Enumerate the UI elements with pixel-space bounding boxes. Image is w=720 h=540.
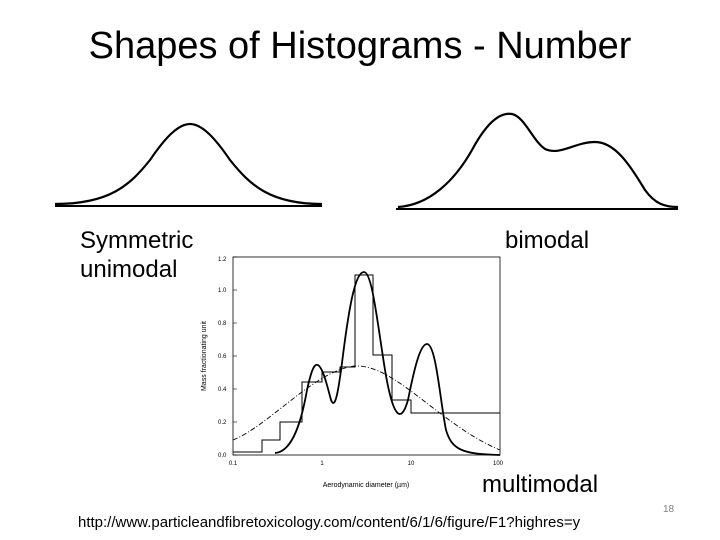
- slide-title: Shapes of Histograms - Number: [88, 25, 632, 67]
- x-axis-ticks: 0.1 1 10 100: [229, 461, 504, 467]
- y-tick-2: 0.4: [218, 387, 227, 393]
- x-tick-1: 1: [320, 461, 324, 467]
- plot-frame: [232, 256, 501, 456]
- histogram-steps: [233, 274, 500, 453]
- y-tick-4: 0.8: [218, 321, 227, 327]
- source-url[interactable]: http://www.particleandfibretoxicology.co…: [78, 514, 581, 531]
- symmetric-curve: [54, 122, 323, 206]
- x-tick-3: 100: [493, 461, 504, 467]
- multimodal-figure: 0.0 0.2 0.4 0.6 0.8 1.0 1.2 0.1 1 10 100…: [201, 256, 504, 489]
- y-axis-label: Mass fractionating unit: [201, 321, 208, 391]
- x-tick-0: 0.1: [229, 461, 238, 467]
- y-tick-6: 1.2: [218, 257, 227, 263]
- y-tick-3: 0.6: [218, 354, 227, 360]
- bimodal-label: bimodal: [505, 227, 590, 254]
- x-tick-2: 10: [408, 461, 415, 467]
- y-axis-ticks: 0.0 0.2 0.4 0.6 0.8 1.0 1.2: [218, 256, 237, 459]
- page-number: 18: [663, 504, 675, 515]
- y-tick-0: 0.0: [218, 453, 227, 459]
- multimodal-curve: [274, 271, 501, 456]
- lognormal-dashed-curve: [232, 365, 501, 451]
- bimodal-curve: [397, 112, 679, 209]
- x-axis-label: Aerodynamic diameter (µm): [323, 482, 410, 489]
- symmetric-unimodal-label: Symmetric unimodal: [80, 227, 194, 283]
- y-tick-1: 0.2: [218, 420, 227, 426]
- y-tick-5: 1.0: [218, 288, 227, 294]
- multimodal-label: multimodal: [482, 471, 599, 498]
